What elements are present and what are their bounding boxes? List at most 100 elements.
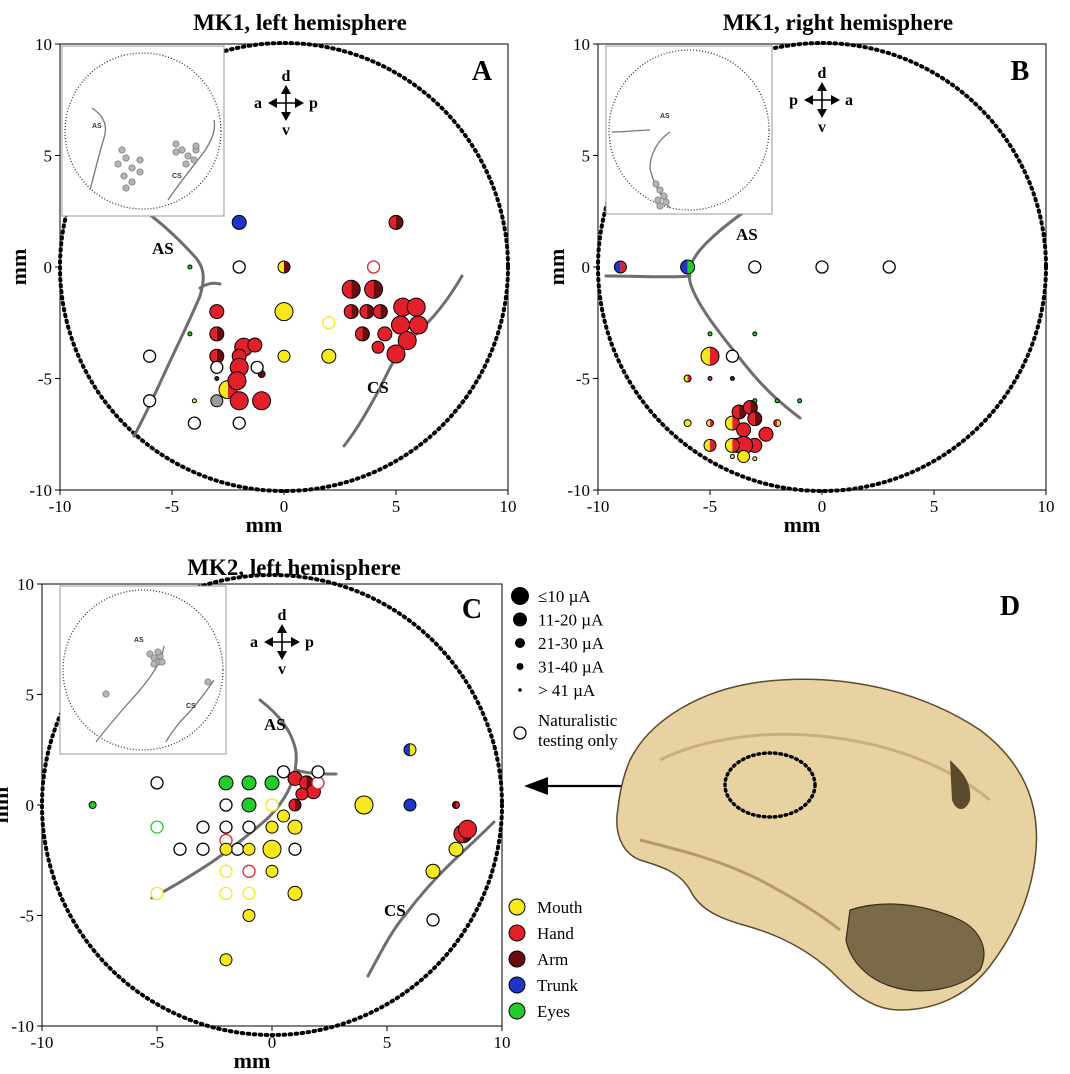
compass-label-right: p	[305, 634, 314, 651]
site-naturalistic-only	[242, 886, 256, 901]
inset-label: AS	[92, 123, 102, 130]
site-half-arm	[396, 215, 403, 230]
compass-arrowhead	[264, 637, 273, 647]
compass-arrowhead	[831, 95, 840, 105]
site-marker-eyes	[218, 775, 234, 791]
inset-sulcus	[167, 119, 216, 201]
compass-arrowhead	[277, 624, 287, 633]
skull-recording-chamber	[845, 903, 985, 992]
site-marker-hand	[397, 331, 417, 351]
x-tick-label: 5	[930, 497, 939, 516]
legend-size-dot	[511, 587, 529, 605]
site-marker-outline	[388, 214, 404, 230]
site-half-mouth	[701, 347, 710, 366]
site-marker-mouth	[242, 842, 256, 856]
compass-label-left: p	[789, 92, 798, 109]
site-marker-hand	[295, 787, 309, 801]
inset-circle	[608, 49, 770, 211]
inset-site-dot	[182, 160, 190, 168]
legend-swatch-trunk	[508, 976, 526, 994]
compass-label-left: a	[254, 95, 262, 112]
legend-size-label: ≤10 µA	[538, 587, 591, 606]
site-half-hand	[344, 304, 352, 319]
site-marker-trunk	[231, 214, 247, 230]
site-naturalistic-only	[219, 886, 233, 901]
compass-arrowhead	[817, 82, 827, 91]
orientation-compass: d v p a	[789, 65, 853, 136]
x-tick-label: 10	[500, 497, 517, 516]
compass-label-down: v	[818, 119, 826, 136]
site-marker-eyes	[88, 801, 97, 809]
site-naturalistic-only	[366, 260, 381, 274]
site-half-arm	[351, 280, 361, 299]
site-half-hand	[747, 411, 755, 426]
site-marker-eyes	[707, 331, 713, 337]
inset-site-dot	[184, 152, 192, 160]
site-marker-eyes	[241, 775, 257, 791]
site-half-hand	[209, 326, 217, 341]
site-marker-trunk	[403, 798, 417, 812]
y-tick-label: 0	[26, 796, 35, 815]
site-marker-mouth	[425, 863, 441, 879]
site-naturalistic-only	[748, 260, 762, 274]
inset-site-dot	[172, 148, 180, 156]
site-half-mouth	[725, 438, 733, 453]
sulcus-label: AS	[152, 239, 174, 258]
inset-site-dot	[204, 678, 212, 686]
site-marker-eyes	[241, 797, 257, 813]
inset-site-dot	[122, 184, 130, 192]
compass-label-right: a	[845, 92, 853, 109]
inset-site-dot	[656, 186, 664, 194]
inset-box	[61, 45, 225, 217]
site-marker-mouth	[737, 450, 751, 464]
site-naturalistic-only	[219, 864, 233, 878]
site-half-hand	[289, 799, 295, 811]
as-spur	[604, 274, 692, 279]
sulcus-label: AS	[264, 715, 286, 734]
panel-d: D	[524, 591, 1038, 1011]
site-naturalistic-only	[725, 349, 740, 363]
site-naturalistic-only	[882, 260, 896, 274]
site-half-hand	[732, 438, 740, 453]
site-marker-eyes	[797, 398, 803, 404]
site-naturalistic-only	[196, 820, 210, 834]
y-tick-label: 0	[582, 258, 591, 277]
site-marker-outline	[288, 798, 302, 812]
site-naturalistic-only	[196, 842, 210, 856]
inset-site-dot	[178, 146, 186, 154]
panel-letter: D	[1000, 591, 1020, 622]
x-axis-label: mm	[246, 512, 283, 537]
site-naturalistic-only	[150, 776, 164, 790]
site-naturalistic-only	[230, 842, 245, 856]
site-half-hand	[209, 349, 217, 364]
site-marker-outline	[341, 279, 361, 299]
site-half-trunk	[680, 260, 688, 274]
panel-title: MK1, right hemisphere	[723, 10, 953, 35]
site-marker-outline	[613, 260, 627, 274]
site-marker-eyes	[774, 398, 780, 404]
legend-size-label: > 41 µA	[538, 681, 596, 700]
site-marker	[210, 394, 224, 408]
skull-shading	[639, 838, 841, 932]
x-tick-label: -5	[150, 1033, 164, 1052]
site-marker-hand	[408, 315, 428, 335]
x-tick-label: 10	[494, 1033, 511, 1052]
x-tick-label: -10	[587, 497, 610, 516]
site-naturalistic-only	[250, 360, 264, 375]
legend: ≤10 µA 11-20 µA 21-30 µA 31-40 µA > 41 µA Nat…	[508, 587, 618, 1021]
site-marker-hand	[736, 422, 752, 438]
inset-site-dot	[660, 192, 668, 200]
site-marker-arm	[729, 376, 735, 381]
inset-site-dot	[190, 156, 198, 164]
site-marker-outline	[724, 437, 740, 453]
legend-size-dot	[515, 638, 525, 648]
y-tick-label: 5	[26, 686, 35, 705]
inset-circle	[62, 589, 224, 751]
site-marker-hand	[707, 376, 713, 381]
panel-c: MK2, left hemisphere C -10 -5 0 5 10 -10 -5 0 5 10 m…	[0, 555, 511, 1073]
inset-site-dot	[120, 172, 128, 180]
site-marker-outline	[343, 304, 359, 320]
x-tick-label: -10	[31, 1033, 54, 1052]
legend-category-label: Eyes	[537, 1002, 570, 1021]
inset-site-dot	[154, 648, 162, 656]
